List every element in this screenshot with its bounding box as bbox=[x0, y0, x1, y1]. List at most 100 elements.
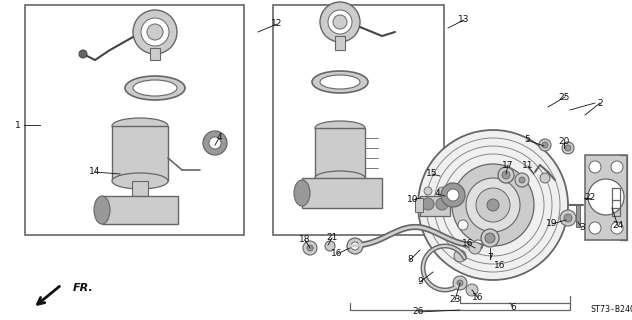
Text: 25: 25 bbox=[558, 92, 569, 101]
Circle shape bbox=[485, 233, 495, 243]
Text: 18: 18 bbox=[299, 236, 311, 244]
Text: 23: 23 bbox=[449, 295, 461, 305]
Ellipse shape bbox=[315, 171, 365, 185]
Circle shape bbox=[447, 189, 459, 201]
Text: 13: 13 bbox=[458, 15, 470, 25]
Ellipse shape bbox=[312, 71, 368, 93]
Ellipse shape bbox=[588, 179, 624, 215]
Circle shape bbox=[303, 241, 317, 255]
Circle shape bbox=[453, 276, 467, 290]
Circle shape bbox=[457, 280, 463, 286]
Circle shape bbox=[141, 18, 169, 46]
Circle shape bbox=[325, 241, 335, 251]
Circle shape bbox=[502, 171, 510, 179]
Bar bbox=[420, 196, 450, 216]
Circle shape bbox=[476, 188, 510, 222]
Circle shape bbox=[519, 177, 525, 183]
Circle shape bbox=[515, 173, 529, 187]
Bar bbox=[576, 205, 580, 227]
Text: 7: 7 bbox=[487, 253, 493, 262]
Text: 10: 10 bbox=[407, 196, 419, 204]
Text: 17: 17 bbox=[502, 161, 514, 170]
Text: 16: 16 bbox=[472, 293, 483, 302]
Circle shape bbox=[79, 50, 87, 58]
Ellipse shape bbox=[320, 75, 360, 89]
Circle shape bbox=[473, 240, 483, 250]
Circle shape bbox=[466, 284, 478, 296]
Circle shape bbox=[441, 183, 465, 207]
Bar bbox=[302, 178, 382, 208]
Circle shape bbox=[438, 187, 446, 195]
Circle shape bbox=[307, 245, 313, 251]
Circle shape bbox=[487, 199, 499, 211]
Circle shape bbox=[466, 178, 520, 232]
Text: 4: 4 bbox=[434, 189, 440, 198]
Circle shape bbox=[542, 142, 548, 148]
Circle shape bbox=[469, 242, 481, 254]
Bar bbox=[273, 5, 444, 235]
Text: 11: 11 bbox=[522, 162, 534, 171]
Text: ST73-B2400E: ST73-B2400E bbox=[590, 305, 632, 314]
Circle shape bbox=[611, 161, 623, 173]
Text: 1: 1 bbox=[15, 121, 21, 130]
Text: 14: 14 bbox=[89, 167, 100, 177]
Ellipse shape bbox=[294, 180, 310, 206]
Circle shape bbox=[422, 198, 434, 210]
Circle shape bbox=[147, 24, 163, 40]
Circle shape bbox=[498, 167, 514, 183]
Circle shape bbox=[452, 164, 534, 246]
Text: 16: 16 bbox=[331, 250, 343, 259]
Circle shape bbox=[209, 137, 221, 149]
Text: 19: 19 bbox=[546, 220, 558, 228]
Text: 3: 3 bbox=[579, 223, 585, 233]
Text: 24: 24 bbox=[612, 221, 624, 230]
Text: 12: 12 bbox=[271, 20, 283, 28]
Circle shape bbox=[560, 210, 576, 226]
Circle shape bbox=[539, 139, 551, 151]
Ellipse shape bbox=[125, 76, 185, 100]
Text: FR.: FR. bbox=[73, 283, 94, 293]
Text: 22: 22 bbox=[585, 194, 595, 203]
Circle shape bbox=[347, 238, 363, 254]
Text: 16: 16 bbox=[494, 261, 506, 270]
Text: 6: 6 bbox=[510, 302, 516, 311]
Circle shape bbox=[611, 222, 623, 234]
Text: 8: 8 bbox=[407, 255, 413, 265]
Bar bbox=[112, 126, 168, 181]
Text: 26: 26 bbox=[412, 308, 423, 316]
Text: 20: 20 bbox=[558, 138, 569, 147]
Circle shape bbox=[203, 131, 227, 155]
Circle shape bbox=[458, 220, 468, 230]
Bar bbox=[612, 188, 620, 216]
Circle shape bbox=[436, 198, 448, 210]
Bar bbox=[150, 48, 160, 60]
Bar bbox=[585, 155, 627, 240]
Circle shape bbox=[328, 10, 352, 34]
Bar bbox=[415, 198, 423, 212]
Circle shape bbox=[454, 250, 466, 262]
Ellipse shape bbox=[112, 173, 168, 189]
Circle shape bbox=[133, 10, 177, 54]
Text: 16: 16 bbox=[462, 239, 474, 249]
Bar bbox=[25, 5, 244, 235]
Circle shape bbox=[589, 161, 601, 173]
Circle shape bbox=[333, 15, 347, 29]
Circle shape bbox=[351, 242, 359, 250]
Circle shape bbox=[565, 145, 571, 151]
Ellipse shape bbox=[94, 196, 110, 224]
Text: 21: 21 bbox=[326, 234, 337, 243]
Circle shape bbox=[418, 130, 568, 280]
Circle shape bbox=[481, 229, 499, 247]
Ellipse shape bbox=[112, 118, 168, 134]
Bar bbox=[102, 196, 178, 224]
Bar bbox=[132, 181, 148, 196]
Circle shape bbox=[540, 173, 550, 183]
Bar bbox=[335, 36, 345, 50]
Circle shape bbox=[562, 142, 574, 154]
Text: 5: 5 bbox=[524, 135, 530, 145]
Ellipse shape bbox=[133, 80, 177, 96]
Circle shape bbox=[564, 214, 572, 222]
Circle shape bbox=[424, 187, 432, 195]
Text: 2: 2 bbox=[597, 99, 603, 108]
Circle shape bbox=[589, 222, 601, 234]
